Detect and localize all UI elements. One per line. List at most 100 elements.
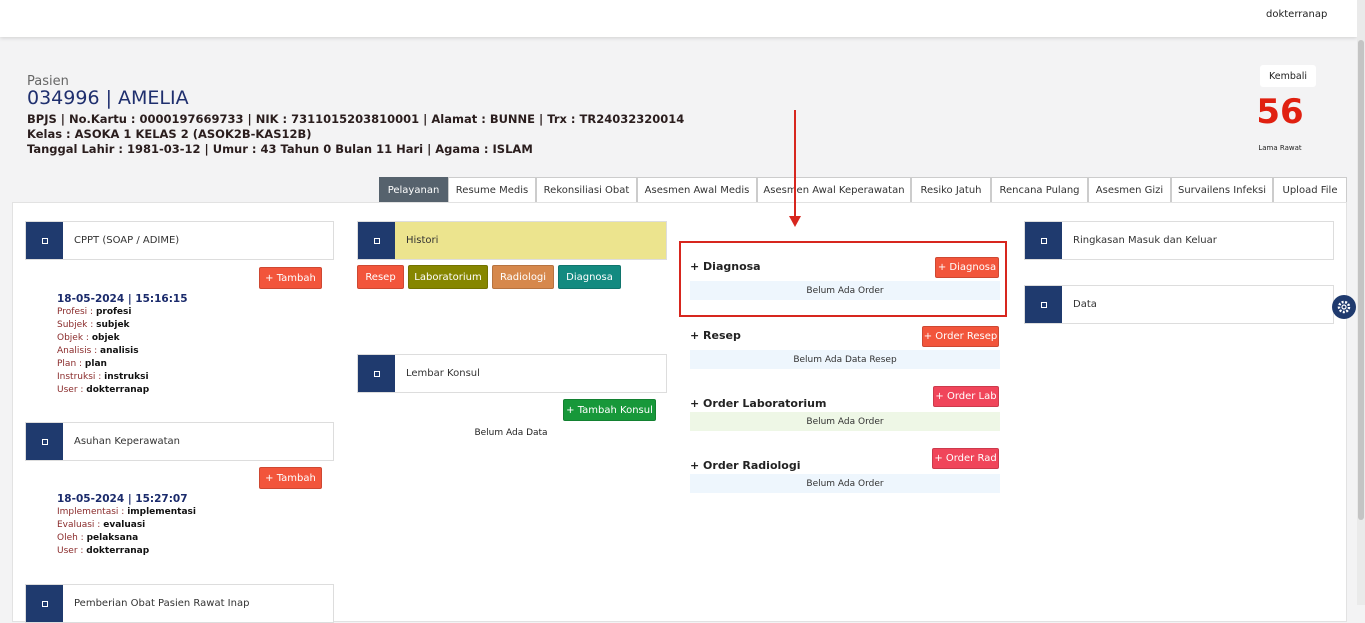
field-row: User : dokterranap [57, 546, 196, 559]
field-row: Oleh : pelaksana [57, 533, 196, 546]
field-label: Oleh : [57, 533, 84, 543]
field-label: Profesi : [57, 307, 94, 317]
tab[interactable]: Resiko Jatuh [911, 177, 991, 203]
patient-info: Kelas : ASOKA 1 KELAS 2 (ASOK2B-KAS12B) [27, 127, 312, 141]
section-title: + Order Laboratorium [690, 397, 827, 410]
field-row: Instruksi : instruksi [57, 372, 149, 385]
konsul-panel[interactable]: Lembar Konsul [357, 354, 667, 393]
icon [358, 355, 395, 392]
panel-title: CPPT (SOAP / ADIME) [74, 235, 180, 246]
empty-bar: Belum Ada Order [690, 412, 1000, 431]
back-button[interactable]: Kembali [1260, 65, 1316, 87]
field-label: User : [57, 546, 84, 556]
field-value: instruksi [104, 372, 149, 382]
field-value: objek [91, 333, 120, 343]
order-button[interactable]: + Diagnosa [935, 257, 999, 278]
asuhan-panel[interactable]: Asuhan Keperawatan [25, 422, 334, 461]
tab[interactable]: Rencana Pulang [991, 177, 1088, 203]
panel-title: Lembar Konsul [406, 368, 480, 379]
field-row: Evaluasi : evaluasi [57, 520, 196, 533]
entry-date: 18-05-2024 | 15:27:07 [57, 493, 188, 505]
field-label: Objek : [57, 333, 89, 343]
settings-button[interactable] [1331, 294, 1357, 320]
field-row: Analisis : analisis [57, 346, 149, 359]
empty-bar: Belum Ada Order [690, 474, 1000, 493]
field-value: dokterranap [86, 385, 150, 395]
histori-button[interactable]: Resep [357, 265, 404, 289]
tab[interactable]: Asesmen Awal Keperawatan [757, 177, 911, 203]
histori-button[interactable]: Diagnosa [558, 265, 621, 289]
patient-info: Tanggal Lahir : 1981-03-12 | Umur : 43 T… [27, 142, 533, 156]
tab[interactable]: Resume Medis [448, 177, 536, 203]
order-button[interactable]: + Order Rad [932, 448, 999, 469]
field-row: Objek : objek [57, 333, 149, 346]
icon [1025, 286, 1062, 323]
panel-title: Histori [406, 235, 439, 246]
icon [26, 423, 63, 460]
panel-title: Pemberian Obat Pasien Rawat Inap [74, 598, 250, 609]
icon [26, 222, 63, 259]
side-panel[interactable]: Data [1024, 285, 1334, 324]
add-button[interactable]: + Tambah [259, 467, 322, 489]
entry-fields: Profesi : profesi Subjek : subjek Objek : … [57, 307, 149, 398]
histori-button[interactable]: Laboratorium [408, 265, 488, 289]
add-button[interactable]: + Tambah [259, 267, 322, 289]
tab[interactable]: Asesmen Awal Medis [637, 177, 757, 203]
field-label: Analisis : [57, 346, 98, 356]
field-value: dokterranap [86, 546, 150, 556]
section-title: + Resep [690, 329, 741, 342]
histori-panel[interactable]: Histori [357, 221, 667, 260]
field-label: Evaluasi : [57, 520, 101, 530]
field-label: Plan : [57, 359, 83, 369]
panel-title: Data [1073, 299, 1097, 310]
tab[interactable]: Rekonsiliasi Obat [536, 177, 637, 203]
empty-text: Belum Ada Data [474, 428, 548, 438]
field-value: plan [84, 359, 107, 369]
section-title: + Diagnosa [690, 260, 761, 273]
order-button[interactable]: + Order Resep [922, 326, 999, 347]
entry-fields: Implementasi : implementasi Evaluasi : ev… [57, 507, 196, 559]
user-name[interactable]: dokterranap [1266, 9, 1328, 20]
patient-label: Pasien [27, 74, 69, 89]
tab[interactable]: Pelayanan [379, 177, 448, 203]
entry-date: 18-05-2024 | 15:16:15 [57, 293, 188, 305]
pemberian-panel[interactable]: Pemberian Obat Pasien Rawat Inap [25, 584, 334, 623]
patient-info: BPJS | No.Kartu : 0000197669733 | NIK : … [27, 112, 685, 126]
tab[interactable]: Asesmen Gizi [1088, 177, 1171, 203]
field-value: implementasi [127, 507, 196, 517]
add-konsul-button[interactable]: + Tambah Konsul [563, 399, 656, 421]
field-row: Plan : plan [57, 359, 149, 372]
histori-button[interactable]: Radiologi [492, 265, 554, 289]
field-value: pelaksana [86, 533, 139, 543]
field-row: Profesi : profesi [57, 307, 149, 320]
scrollbar [1357, 0, 1365, 605]
field-value: evaluasi [103, 520, 146, 530]
tab[interactable]: Survailens Infeksi [1171, 177, 1273, 203]
section-title: + Order Radiologi [690, 459, 801, 472]
field-row: Subjek : subjek [57, 320, 149, 333]
stay-days: 56 [1256, 92, 1304, 132]
panel-title: Ringkasan Masuk dan Keluar [1073, 235, 1217, 246]
field-value: profesi [95, 307, 132, 317]
field-label: Instruksi : [57, 372, 102, 382]
field-value: analisis [100, 346, 139, 356]
field-label: Subjek : [57, 320, 94, 330]
field-label: Implementasi : [57, 507, 125, 517]
order-button[interactable]: + Order Lab [933, 386, 999, 407]
stay-label: Lama Rawat [1258, 144, 1302, 152]
field-row: Implementasi : implementasi [57, 507, 196, 520]
cppt-panel[interactable]: CPPT (SOAP / ADIME) [25, 221, 334, 260]
empty-bar: Belum Ada Data Resep [690, 350, 1000, 369]
icon [26, 585, 63, 622]
top-bar: dokterranap [0, 0, 1357, 37]
side-panel[interactable]: Ringkasan Masuk dan Keluar [1024, 221, 1334, 260]
highlight-box [679, 241, 1007, 317]
empty-bar: Belum Ada Order [690, 281, 1000, 300]
icon [358, 222, 395, 259]
field-label: User : [57, 385, 84, 395]
tab[interactable]: Upload File [1273, 177, 1347, 203]
icon [1025, 222, 1062, 259]
patient-name: 034996 | AMELIA [27, 87, 189, 109]
arrow [789, 110, 801, 227]
